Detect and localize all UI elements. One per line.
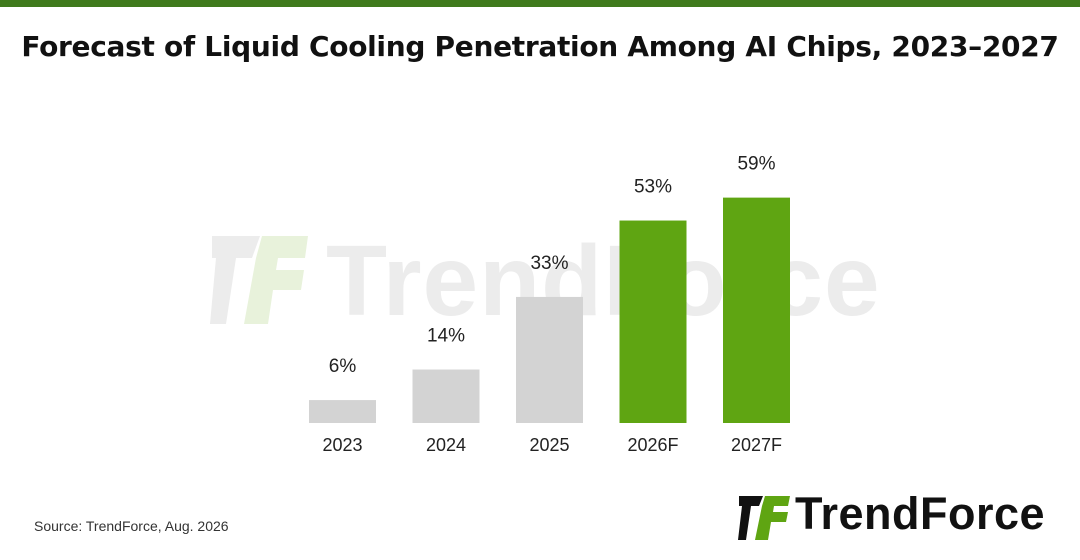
bar-2023 [309, 400, 376, 423]
value-label-2026F: 53% [634, 177, 672, 198]
category-label-2026F: 2026F [627, 435, 678, 455]
brand-name: TrendForce [795, 488, 1046, 539]
value-label-2025: 33% [530, 253, 568, 274]
value-label-2023: 6% [329, 356, 357, 377]
watermark-logo-green-shape [244, 236, 308, 324]
bar-2026F [619, 220, 687, 423]
source-note: Source: TrendForce, Aug. 2026 [34, 518, 229, 534]
logo-green-shape [755, 496, 790, 540]
watermark-logo-icon [210, 236, 308, 324]
bar-2024 [412, 369, 480, 423]
bar-2025 [516, 296, 583, 423]
accent-top-bar [0, 0, 1080, 7]
bar-2027F [723, 197, 790, 423]
category-label-2023: 2023 [322, 435, 362, 455]
category-label-2024: 2024 [426, 435, 466, 455]
logo-dark-shape [738, 496, 763, 540]
category-label-2027F: 2027F [731, 435, 782, 455]
watermark-logo-gray-shape [210, 236, 260, 324]
value-label-2024: 14% [427, 326, 465, 347]
value-label-2027F: 59% [737, 154, 775, 175]
trendforce-logo-icon [738, 496, 790, 540]
category-label-2025: 2025 [529, 435, 569, 455]
chart-title: Forecast of Liquid Cooling Penetration A… [21, 30, 1059, 63]
